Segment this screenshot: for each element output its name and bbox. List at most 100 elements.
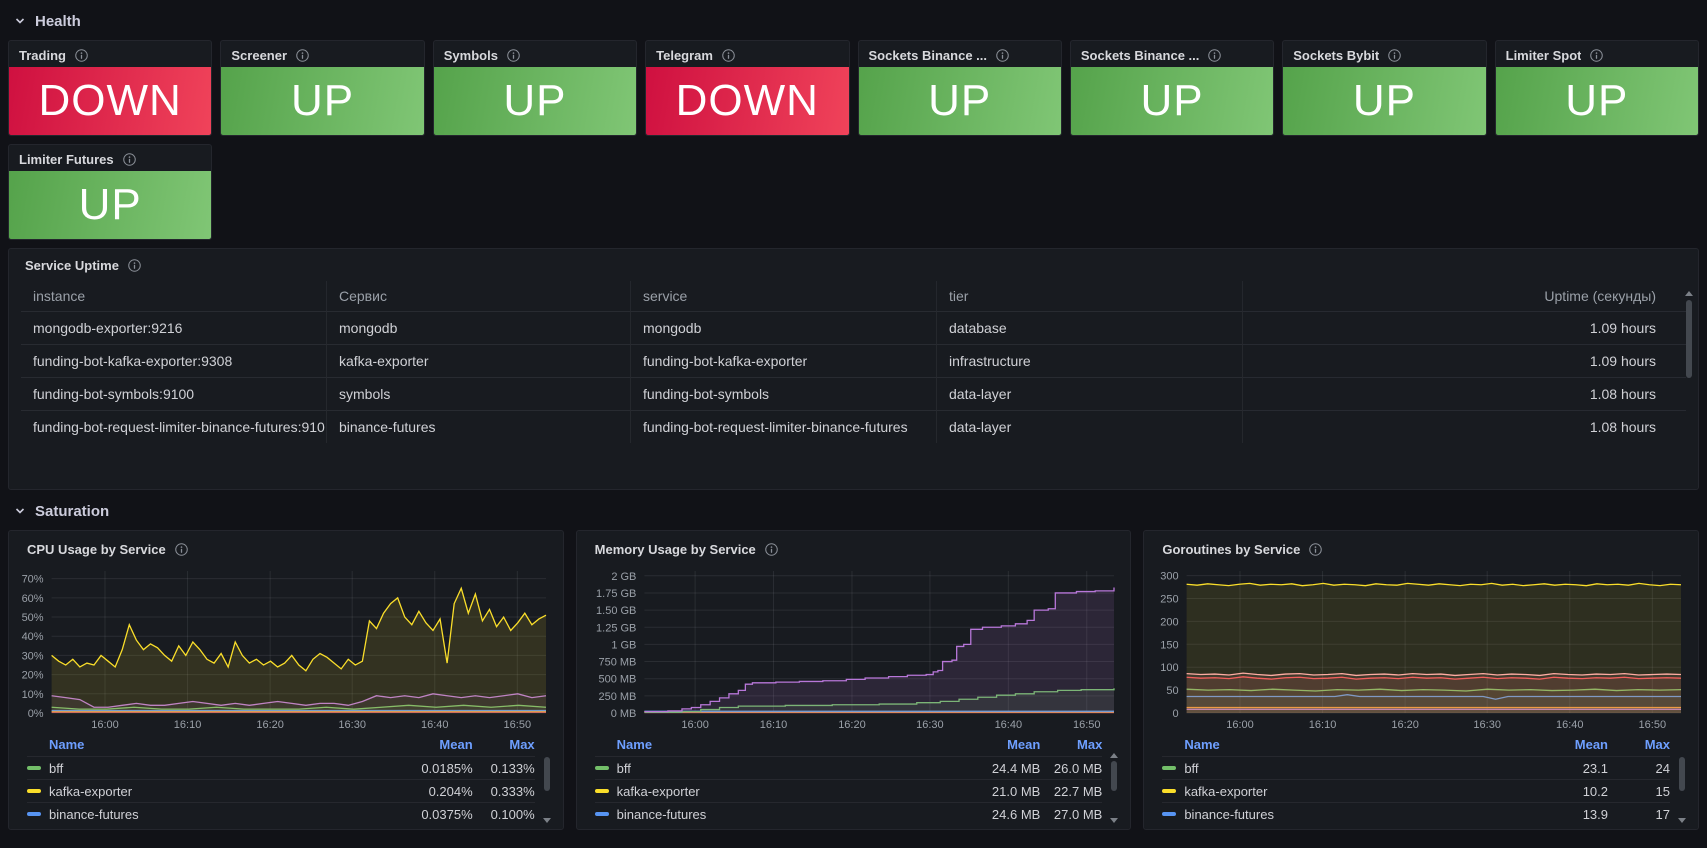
legend-header-mean[interactable]: Mean (439, 737, 473, 752)
scroll-down-icon[interactable] (1678, 818, 1686, 823)
legend-header-name[interactable]: Name (49, 737, 85, 752)
svg-text:1.75 GB: 1.75 GB (596, 588, 636, 600)
scroll-up-icon[interactable] (1685, 291, 1693, 296)
column-header-service-ru[interactable]: Сервис (327, 281, 631, 311)
series-mean: 0.204% (428, 783, 473, 799)
series-swatch (594, 789, 609, 793)
series-max: 15 (1655, 783, 1670, 799)
info-icon[interactable] (296, 49, 309, 62)
legend-row: bff 23.1 24 (1162, 756, 1670, 779)
svg-text:16:00: 16:00 (1227, 719, 1255, 731)
table-cell: 1.08 hours (1243, 377, 1686, 410)
table-scrollbar[interactable] (1685, 291, 1693, 479)
svg-text:16:40: 16:40 (994, 719, 1022, 731)
svg-text:500 MB: 500 MB (598, 674, 636, 686)
goroutines-panel: Goroutines by Service 0 50 100 150 200 250 300… (1143, 530, 1699, 830)
legend-scrollbar[interactable] (542, 757, 551, 823)
table-cell: kafka-exporter (327, 344, 631, 377)
info-icon[interactable] (1388, 49, 1402, 62)
scrollbar-thumb[interactable] (1686, 300, 1692, 378)
saturation-section-header[interactable]: Saturation (8, 498, 1699, 524)
scroll-up-icon[interactable] (1110, 753, 1119, 758)
series-swatch (27, 789, 41, 793)
series-name: kafka-exporter (49, 783, 133, 799)
info-icon[interactable] (507, 49, 520, 62)
table-cell: database (937, 311, 1243, 344)
health-section-header[interactable]: Health (8, 8, 1699, 34)
legend-header-max[interactable]: Max (1644, 737, 1670, 752)
info-icon[interactable] (174, 543, 188, 556)
scrollbar-thumb[interactable] (1111, 761, 1118, 791)
goroutines-chart[interactable]: 0 50 100 150 200 250 300 16:00 16:10 16:20 16:30 16… (1152, 563, 1687, 731)
svg-text:0: 0 (1173, 708, 1179, 720)
scrollbar-thumb[interactable] (1679, 757, 1685, 791)
series-max: 0.133% (490, 760, 535, 776)
panel-title: Sockets Bybit (1293, 48, 1380, 63)
info-icon[interactable] (1309, 543, 1323, 556)
series-swatch (1162, 766, 1177, 770)
info-icon[interactable] (128, 259, 141, 272)
service-uptime-panel: Service Uptime instance Сервис service t… (8, 248, 1699, 490)
info-icon[interactable] (75, 49, 88, 62)
legend-header-max[interactable]: Max (509, 737, 535, 752)
series-max: 0.100% (490, 806, 535, 822)
legend-row: binance-futures 0.0375% 0.100% (27, 802, 535, 825)
legend-row: kafka-exporter 0.204% 0.333% (27, 779, 535, 802)
legend-scrollbar[interactable] (1110, 753, 1119, 823)
legend-row: binance-futures 13.9 17 (1162, 802, 1670, 825)
info-icon[interactable] (122, 153, 136, 166)
table-cell: symbols (327, 377, 631, 410)
stat-panel-sockets-bybit: Sockets Bybit UP (1282, 40, 1487, 136)
table-cell: infrastructure (937, 344, 1243, 377)
legend-header-mean[interactable]: Mean (1007, 737, 1041, 752)
scroll-down-icon[interactable] (1110, 818, 1119, 823)
series-max: 17 (1655, 806, 1670, 822)
column-header-uptime[interactable]: Uptime (секунды) (1544, 288, 1656, 304)
svg-text:70%: 70% (22, 574, 44, 586)
svg-text:10%: 10% (22, 689, 44, 701)
series-swatch (1162, 789, 1177, 793)
series-name: binance-futures (616, 806, 707, 822)
health-panel-row-2: Limiter Futures UP (8, 144, 1699, 240)
legend-header-name[interactable]: Name (616, 737, 653, 752)
table-cell: 1.09 hours (1243, 311, 1686, 344)
legend-header-mean[interactable]: Mean (1574, 737, 1608, 752)
series-max: 0.333% (490, 783, 535, 799)
legend-header-name[interactable]: Name (1184, 737, 1220, 752)
info-icon[interactable] (1590, 49, 1604, 62)
status-value: DOWN (646, 67, 849, 135)
series-max: 22.7 MB (1053, 783, 1103, 799)
series-mean: 23.1 (1582, 760, 1608, 776)
legend-scrollbar[interactable] (1678, 757, 1686, 823)
stat-panel-telegram: Telegram DOWN (645, 40, 850, 136)
svg-text:2 GB: 2 GB (611, 571, 636, 583)
series-mean: 13.9 (1582, 806, 1608, 822)
svg-text:200: 200 (1161, 616, 1179, 628)
memory-usage-chart[interactable]: 0 MB 250 MB 500 MB 750 MB 1 GB 1.25 GB 1.50 GB… (585, 563, 1120, 731)
column-header-instance[interactable]: instance (21, 281, 327, 311)
series-swatch (27, 812, 41, 816)
svg-text:250 MB: 250 MB (598, 691, 636, 703)
status-value: UP (221, 67, 424, 135)
legend-row: bff 24.4 MB 26.0 MB (594, 756, 1103, 779)
info-icon[interactable] (765, 543, 778, 556)
info-icon[interactable] (1208, 49, 1222, 62)
table-cell: binance-futures (327, 410, 631, 443)
svg-text:150: 150 (1161, 639, 1179, 651)
scrollbar-thumb[interactable] (543, 757, 550, 791)
table-cell: mongodb (631, 311, 937, 344)
cpu-usage-chart[interactable]: 0% 10% 20% 30% 40% 50% 60% 70% 16:00 16:10 16:20 16… (17, 563, 552, 731)
series-max: 26.0 MB (1053, 760, 1103, 776)
column-header-tier[interactable]: tier (937, 281, 1243, 311)
info-icon[interactable] (722, 49, 735, 62)
status-value: UP (858, 67, 1061, 135)
status-value: UP (9, 171, 212, 239)
column-header-service[interactable]: service (631, 281, 937, 311)
svg-text:50: 50 (1167, 685, 1179, 697)
scroll-down-icon[interactable] (542, 818, 551, 823)
table-cell: mongodb (327, 311, 631, 344)
svg-text:16:30: 16:30 (916, 719, 944, 731)
info-icon[interactable] (996, 49, 1009, 62)
legend-header-max[interactable]: Max (1077, 737, 1103, 752)
